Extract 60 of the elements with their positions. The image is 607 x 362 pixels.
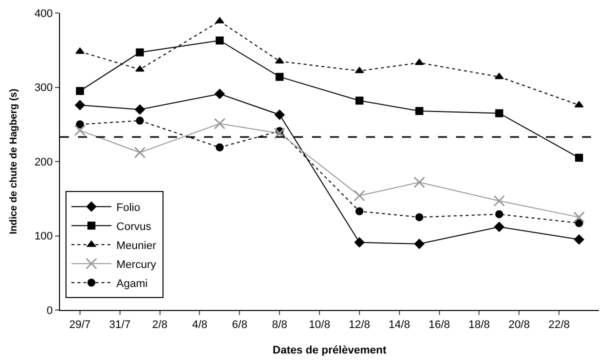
point bbox=[74, 100, 86, 110]
x-axis-title: Dates de prélèvement bbox=[272, 344, 387, 356]
point bbox=[276, 72, 284, 81]
legend-label: Agami bbox=[116, 278, 148, 290]
point bbox=[354, 66, 364, 74]
y-tick-label: 0 bbox=[46, 304, 53, 317]
point bbox=[136, 116, 144, 125]
x-tick-label: 22/8 bbox=[548, 319, 570, 332]
point bbox=[574, 234, 584, 245]
y-axis-title: Indice de chute de Hagberg (s) bbox=[8, 88, 20, 234]
point bbox=[214, 118, 226, 130]
x-tick-label: 12/8 bbox=[348, 319, 370, 332]
legend-label: Folio bbox=[116, 202, 140, 214]
point bbox=[575, 219, 584, 228]
point bbox=[494, 72, 504, 80]
legend-label: Mercury bbox=[116, 258, 157, 271]
x-tick-label: 18/8 bbox=[468, 319, 490, 332]
point bbox=[573, 211, 585, 223]
point bbox=[76, 120, 84, 128]
point bbox=[134, 146, 146, 158]
point bbox=[274, 110, 285, 120]
x-tick-label: 2/8 bbox=[152, 319, 168, 332]
legend-label: Meunier bbox=[116, 240, 156, 252]
point bbox=[415, 107, 424, 116]
point bbox=[494, 222, 504, 232]
point bbox=[575, 154, 584, 162]
point bbox=[495, 109, 504, 118]
point bbox=[274, 128, 286, 140]
x-tick-label: 16/8 bbox=[428, 319, 450, 332]
point bbox=[134, 104, 145, 115]
point bbox=[214, 88, 225, 99]
y-tick-label: 400 bbox=[34, 8, 53, 20]
point bbox=[415, 213, 424, 222]
point bbox=[354, 237, 364, 248]
x-tick-label: 31/7 bbox=[109, 319, 131, 332]
point bbox=[493, 195, 505, 207]
x-tick-label: 10/8 bbox=[308, 319, 330, 332]
point bbox=[495, 210, 504, 218]
point bbox=[76, 86, 84, 95]
x-tick-label: 20/8 bbox=[508, 319, 530, 332]
point bbox=[355, 96, 364, 105]
point bbox=[135, 65, 144, 72]
point bbox=[275, 57, 284, 64]
x-tick-label: 4/8 bbox=[192, 319, 208, 332]
x-tick-label: 29/7 bbox=[69, 319, 91, 332]
point bbox=[355, 207, 364, 216]
point bbox=[414, 176, 426, 188]
point bbox=[216, 143, 224, 152]
x-tick-label: 14/8 bbox=[388, 319, 410, 332]
y-tick-label: 100 bbox=[34, 230, 53, 243]
point bbox=[216, 36, 224, 44]
x-tick-label: 6/8 bbox=[232, 319, 248, 332]
legend-label: Corvus bbox=[116, 220, 152, 233]
point bbox=[414, 238, 424, 249]
x-tick-label: 8/8 bbox=[272, 319, 288, 332]
point bbox=[74, 124, 86, 136]
point bbox=[136, 48, 144, 56]
point bbox=[354, 190, 366, 202]
y-tick-label: 300 bbox=[34, 82, 53, 94]
y-tick-label: 200 bbox=[34, 156, 53, 168]
